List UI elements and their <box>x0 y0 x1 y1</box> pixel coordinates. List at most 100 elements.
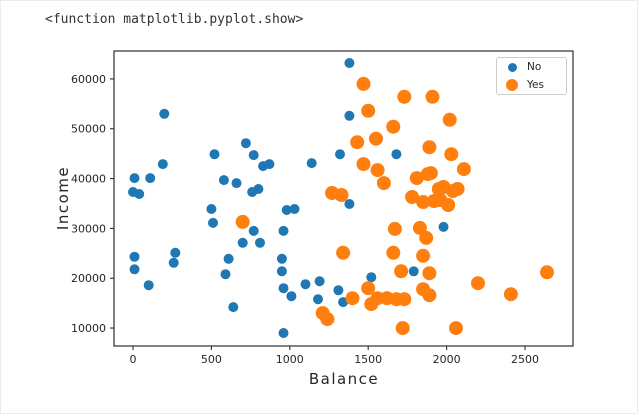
scatter-point-yes <box>361 281 376 296</box>
scatter-point-yes <box>395 321 410 336</box>
scatter-point-no <box>344 199 355 209</box>
scatter-point-yes <box>370 163 385 178</box>
function-repr-text: <function matplotlib.pyplot.show> <box>45 12 304 27</box>
scatter-point-no <box>278 328 289 338</box>
scatter-point-yes <box>350 135 365 150</box>
legend-marker-col <box>497 78 527 91</box>
y-tick-label: 10000 <box>71 322 106 335</box>
scatter-point-no <box>248 225 259 236</box>
scatter-point-no <box>129 264 140 275</box>
y-tick-label: 20000 <box>71 272 106 285</box>
scatter-point-no <box>408 266 419 277</box>
scatter-point-no <box>168 257 179 268</box>
scatter-point-yes <box>422 288 437 303</box>
scatter-point-no <box>276 253 287 264</box>
scatter-point-yes <box>386 245 401 260</box>
scatter-point-yes <box>416 195 431 209</box>
scatter-point-yes <box>449 321 463 336</box>
legend-marker-col <box>497 62 527 72</box>
scatter-point-yes <box>425 89 440 104</box>
scatter-point-no <box>366 272 377 283</box>
scatter-point-yes <box>356 76 371 91</box>
scatter-point-no <box>338 297 349 308</box>
scatter-point-yes <box>235 214 250 229</box>
legend-label-yes: Yes <box>527 78 544 91</box>
scatter-point-yes <box>422 266 437 281</box>
y-axis-label: Income <box>54 165 72 231</box>
scatter-point-no <box>170 247 181 258</box>
scatter-point-yes <box>361 103 376 118</box>
x-axis-label: Balance <box>308 370 380 388</box>
scatter-point-no <box>333 285 344 296</box>
scatter-point-no <box>300 279 311 290</box>
plot-frame <box>113 50 574 347</box>
scatter-point-no <box>276 266 287 277</box>
scatter-point-yes <box>345 291 360 306</box>
scatter-point-no <box>159 108 170 119</box>
scatter-point-no <box>134 189 145 199</box>
scatter-point-no <box>391 149 402 160</box>
scatter-point-no <box>223 253 234 264</box>
scatter-point-yes <box>416 248 431 263</box>
y-tick-label: 50000 <box>71 123 106 136</box>
scatter-point-yes <box>422 140 437 155</box>
scatter-point-yes <box>409 171 424 186</box>
y-tick-label: 30000 <box>71 222 106 235</box>
scatter-point-no <box>247 187 258 197</box>
scatter-point-yes <box>444 147 459 162</box>
scatter-point-yes <box>397 89 412 104</box>
scatter-point-no <box>438 221 449 232</box>
scatter-point-yes <box>456 162 471 177</box>
legend-label-no: No <box>527 61 542 74</box>
x-tick-label: 0 <box>129 353 136 366</box>
scatter-point-no <box>289 204 300 214</box>
x-tick-label: 2000 <box>433 353 461 366</box>
scatter-point-no <box>206 204 217 214</box>
scatter-point-no <box>255 237 265 248</box>
legend: No Yes <box>496 57 567 95</box>
scatter-point-yes <box>369 131 383 146</box>
scatter-point-no <box>237 237 248 248</box>
scatter-point-yes <box>412 220 427 235</box>
scatter-point-no <box>278 225 289 236</box>
scatter-point-no <box>344 110 355 121</box>
scatter-point-no <box>208 217 218 228</box>
x-tick-label: 1000 <box>276 353 304 366</box>
scatter-point-no <box>248 150 259 161</box>
scatter-point-yes <box>387 221 402 236</box>
scatter-point-yes <box>376 176 391 191</box>
scatter-point-yes <box>442 112 457 127</box>
scatter-point-no <box>258 161 269 172</box>
scatter-point-yes <box>441 198 456 212</box>
y-tick-label: 60000 <box>71 73 106 86</box>
scatter-point-no <box>344 58 355 68</box>
scatter-point-yes <box>427 194 442 208</box>
scatter-point-yes <box>336 245 351 260</box>
legend-entry-no: No <box>497 59 566 76</box>
yes-marker-icon <box>506 78 518 91</box>
scatter-point-yes <box>419 230 434 245</box>
scatter-point-no <box>306 158 317 169</box>
scatter-point-no <box>209 149 220 160</box>
scatter-point-yes <box>431 182 446 196</box>
x-tick-label: 1500 <box>354 353 382 366</box>
scatter-point-yes <box>320 312 335 327</box>
scatter-point-yes <box>503 287 518 302</box>
scatter-point-yes <box>386 119 401 134</box>
scatter-point-no <box>286 291 297 302</box>
scatter-point-no <box>143 280 154 291</box>
scatter-point-yes <box>405 190 420 204</box>
scatter-point-yes <box>334 188 349 202</box>
scatter-point-yes <box>540 265 554 280</box>
legend-entry-yes: Yes <box>497 76 566 93</box>
scatter-point-no <box>335 149 345 160</box>
x-tick-label: 500 <box>201 353 222 366</box>
scatter-point-no <box>240 138 251 149</box>
scatter-point-no <box>313 294 323 305</box>
scatter-point-no <box>231 178 242 189</box>
scatter-point-yes <box>420 167 435 182</box>
scatter-point-no <box>281 205 292 215</box>
no-marker-icon <box>507 62 517 72</box>
